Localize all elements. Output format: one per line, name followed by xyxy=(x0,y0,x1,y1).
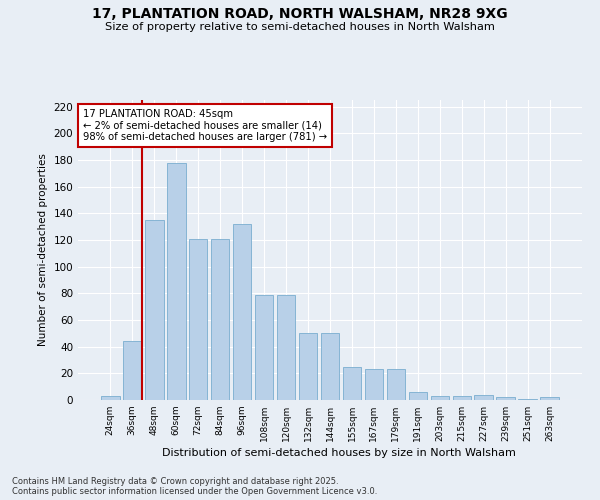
Bar xyxy=(343,366,361,400)
Text: 17 PLANTATION ROAD: 45sqm
← 2% of semi-detached houses are smaller (14)
98% of s: 17 PLANTATION ROAD: 45sqm ← 2% of semi-d… xyxy=(83,109,327,142)
Bar xyxy=(233,224,251,400)
Bar xyxy=(123,342,142,400)
Bar xyxy=(167,162,185,400)
Text: Contains public sector information licensed under the Open Government Licence v3: Contains public sector information licen… xyxy=(12,488,377,496)
Bar xyxy=(255,294,274,400)
Bar xyxy=(475,394,493,400)
Bar xyxy=(277,294,295,400)
Bar xyxy=(189,238,208,400)
Bar xyxy=(496,398,515,400)
Text: Contains HM Land Registry data © Crown copyright and database right 2025.: Contains HM Land Registry data © Crown c… xyxy=(12,478,338,486)
Bar xyxy=(211,238,229,400)
Bar xyxy=(365,370,383,400)
Y-axis label: Number of semi-detached properties: Number of semi-detached properties xyxy=(38,154,48,346)
Text: Distribution of semi-detached houses by size in North Walsham: Distribution of semi-detached houses by … xyxy=(162,448,516,458)
Bar xyxy=(541,398,559,400)
Bar xyxy=(452,396,471,400)
Bar xyxy=(101,396,119,400)
Bar xyxy=(431,396,449,400)
Bar xyxy=(299,334,317,400)
Bar xyxy=(409,392,427,400)
Text: Size of property relative to semi-detached houses in North Walsham: Size of property relative to semi-detach… xyxy=(105,22,495,32)
Bar xyxy=(386,370,405,400)
Text: 17, PLANTATION ROAD, NORTH WALSHAM, NR28 9XG: 17, PLANTATION ROAD, NORTH WALSHAM, NR28… xyxy=(92,8,508,22)
Bar xyxy=(145,220,164,400)
Bar xyxy=(518,398,537,400)
Bar xyxy=(320,334,340,400)
